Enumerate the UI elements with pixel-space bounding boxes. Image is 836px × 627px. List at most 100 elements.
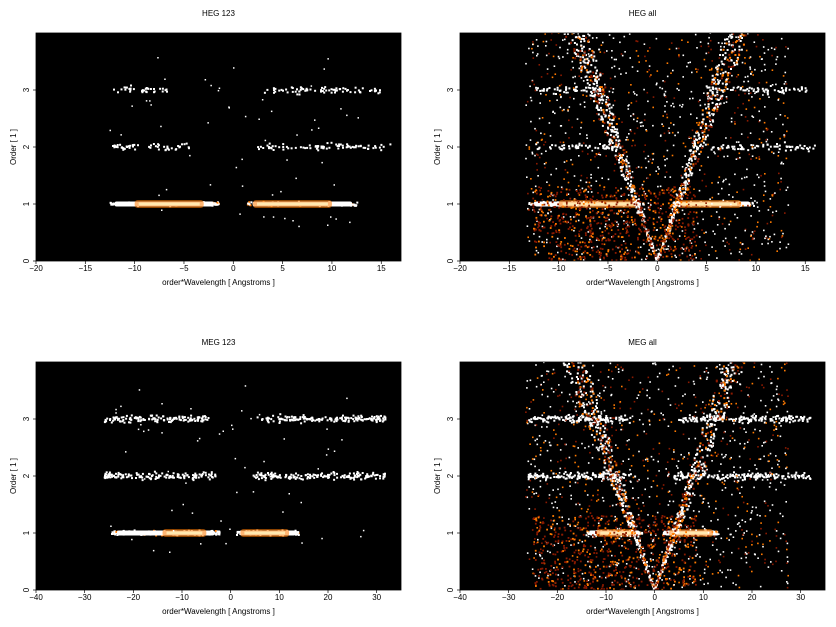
chart-1-noise-point: [165, 188, 168, 191]
chart-2-diffuse-point: [626, 231, 629, 233]
chart-2-noise-point: [558, 245, 560, 247]
chart-2-noise-point: [596, 76, 598, 78]
chart-2-wedge-point: [568, 42, 571, 45]
chart-2-wedge-point: [723, 57, 726, 60]
chart-1-xtick-label: −5: [179, 264, 189, 273]
chart-2-noise-point: [617, 223, 620, 226]
chart-2-diffuse-point: [573, 259, 576, 261]
chart-3-band-3-point: [178, 415, 181, 418]
chart-2-band-2-point: [807, 150, 810, 153]
chart-2-noise-point: [649, 47, 651, 49]
chart-2-diffuse-point: [661, 212, 664, 215]
chart-2-diffuse-point: [532, 206, 535, 209]
chart-2-noise-point: [526, 225, 529, 227]
chart-3-band-2-point: [208, 478, 211, 481]
chart-2-diffuse-point: [568, 188, 571, 191]
chart-2-diffuse-point: [669, 234, 672, 237]
chart-2-noise-point: [590, 173, 592, 176]
chart-2-wedge-point: [602, 111, 605, 114]
chart-2-wedge-point: [716, 105, 719, 108]
chart-2-noise-point: [560, 83, 563, 86]
chart-2-noise-point: [529, 139, 532, 141]
chart-1-band-3-point: [332, 88, 335, 91]
chart-2-wedge-point: [701, 113, 704, 116]
chart-2-wedge-point: [716, 103, 718, 105]
chart-3-band-2-point: [264, 477, 267, 479]
chart-1-band-2-point: [348, 145, 351, 148]
chart-2-noise-point: [703, 232, 705, 234]
chart-2-diffuse-point: [597, 211, 600, 213]
chart-2-noise-point: [718, 216, 721, 218]
chart-2-noise-point: [691, 129, 694, 132]
chart-2-noise-point: [638, 200, 640, 202]
chart-1-noise-point: [228, 107, 230, 109]
chart-2-diffuse-point: [592, 246, 595, 249]
chart-2-wedge-point: [730, 68, 732, 70]
chart-2-band-3-point: [784, 89, 787, 92]
chart-2-wedge-point: [685, 172, 687, 175]
chart-2-diffuse-point: [623, 253, 626, 255]
chart-2-noise-point: [673, 105, 675, 108]
chart-2-noise-point: [614, 99, 616, 102]
chart-2-noise-point: [550, 39, 552, 41]
chart-2-diffuse-point: [672, 238, 675, 241]
chart-1-band-2-point: [316, 145, 319, 148]
chart-1-noise-point: [233, 67, 235, 69]
chart-2-noise-point: [723, 155, 725, 158]
chart-2-noise-point: [700, 76, 703, 79]
chart-2-noise-point: [707, 143, 709, 146]
chart-2-wedge-point: [730, 44, 733, 47]
chart-2-wedge-point: [573, 51, 576, 54]
chart-2-noise-point: [586, 137, 588, 139]
chart-2-diffuse-point: [569, 197, 572, 200]
chart-2-diffuse-point: [607, 249, 610, 251]
chart-1-band-2-point: [137, 144, 139, 147]
chart-2-noise-point: [687, 62, 690, 64]
chart-1-noise-point: [109, 129, 111, 132]
chart-2-noise-point: [580, 237, 583, 239]
chart-2-noise-point: [602, 236, 605, 239]
chart-1-band-2-point: [380, 149, 383, 152]
chart-3-band-3-point: [302, 414, 305, 417]
chart-2-diffuse-point: [638, 233, 641, 236]
chart-2-wedge-point: [723, 89, 726, 92]
chart-2-diffuse-point: [601, 196, 604, 199]
chart-2-noise-point: [750, 235, 752, 237]
chart-2-diffuse-point: [566, 192, 568, 195]
chart-2-wedge-point: [690, 166, 693, 169]
chart-2-diffuse-point: [534, 253, 537, 256]
chart-2-noise-point: [710, 215, 713, 217]
chart-2-noise-point: [598, 48, 601, 51]
chart-2-noise-point: [746, 168, 748, 171]
chart-2-noise-point: [636, 70, 639, 72]
chart-2-diffuse-point: [653, 201, 656, 204]
chart-2-noise-point: [682, 76, 684, 78]
chart-1-band-2-point: [129, 144, 132, 147]
chart-2-band-2-point: [568, 145, 570, 148]
chart-3-band-3-point: [160, 417, 163, 420]
chart-1-band-2-point: [302, 146, 305, 149]
chart-2-noise-point: [592, 82, 595, 85]
chart-2-noise-point: [638, 61, 640, 63]
chart-3-band-2-point: [169, 475, 172, 477]
chart-2-diffuse-point: [589, 254, 592, 256]
chart-2-diffuse-point: [569, 226, 571, 229]
chart-2-diffuse-point: [667, 228, 669, 231]
chart-2-noise-point: [764, 190, 767, 193]
chart-2-ylabel: Order [ 1 ]: [433, 129, 442, 165]
chart-2-diffuse-point: [688, 259, 690, 261]
chart-2-wedge-point: [713, 109, 716, 112]
chart-2-noise-point: [662, 125, 665, 127]
chart-2-wedge-point: [704, 123, 707, 126]
chart-2-band-2-point: [775, 145, 778, 148]
chart-2-noise-point: [740, 114, 743, 116]
chart-2-noise-point: [681, 103, 684, 106]
chart-3-band-2-point: [192, 479, 195, 482]
chart-2-noise-point: [763, 121, 766, 124]
chart-2-diffuse-point: [560, 241, 563, 243]
chart-2-noise-point: [766, 138, 769, 141]
chart-2-diffuse-point: [596, 199, 598, 201]
chart-1-band-3-point: [296, 93, 299, 96]
chart-2-wedge-point: [611, 149, 614, 152]
chart-2-noise-point: [648, 65, 651, 67]
